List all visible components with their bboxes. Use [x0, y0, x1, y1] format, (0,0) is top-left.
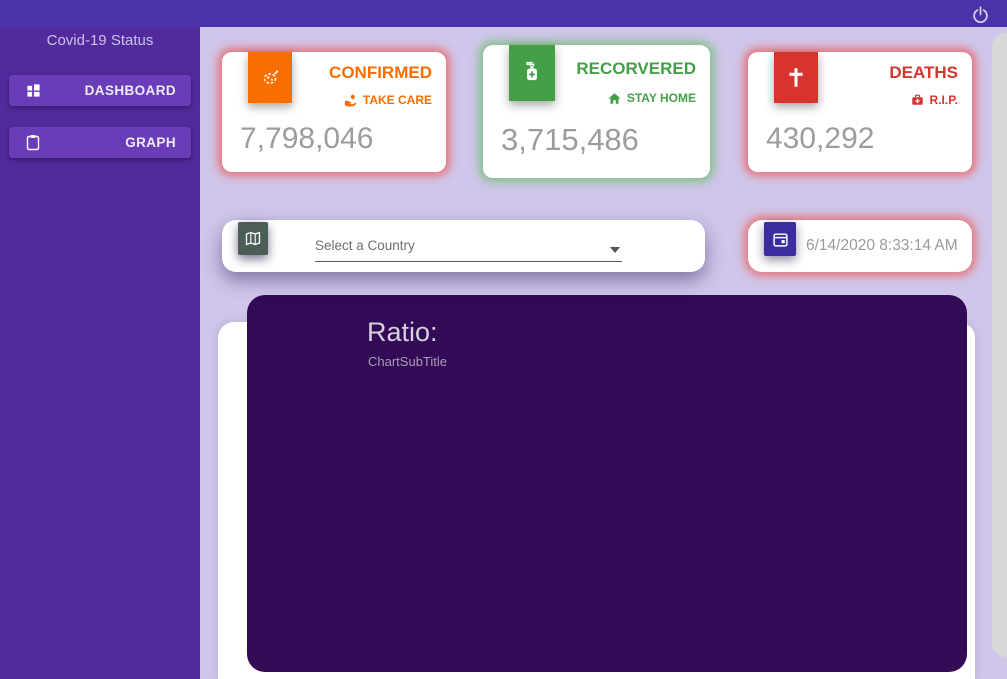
dashboard-grid-icon	[26, 83, 41, 98]
chart-area: Ratio: ChartSubTitle	[247, 295, 967, 672]
sidebar: Covid-19 Status DASHBOARD GRAPH	[0, 27, 200, 679]
chart-title: Ratio:	[367, 317, 438, 347]
right-cutoff-panel	[992, 33, 1007, 657]
cross-icon	[774, 52, 818, 103]
deaths-title: DEATHS	[889, 63, 958, 82]
recovered-card: RECORVERED STAY HOME 3,715,486	[483, 45, 710, 178]
recovered-title: RECORVERED	[576, 59, 696, 78]
confirmed-value: 7,798,046	[240, 122, 374, 155]
chart-subtitle: ChartSubTitle	[368, 354, 447, 369]
caret-down-icon	[610, 247, 620, 253]
sidebar-item-label: DASHBOARD	[84, 83, 176, 98]
virus-icon	[248, 52, 292, 103]
sidebar-item-dashboard[interactable]: DASHBOARD	[9, 75, 191, 106]
country-select-card: Select a Country	[222, 220, 705, 272]
calendar-icon	[764, 222, 796, 256]
recovered-tip: STAY HOME	[608, 91, 696, 105]
confirmed-card: CONFIRMED TAKE CARE 7,798,046	[222, 52, 446, 172]
power-icon[interactable]	[969, 3, 991, 25]
hand-heart-icon	[343, 94, 357, 107]
deaths-tip: R.I.P.	[911, 93, 958, 107]
app-title: Covid-19 Status	[46, 32, 154, 49]
confirmed-tip: TAKE CARE	[343, 93, 432, 107]
datetime-card: 6/14/2020 8:33:14 AM	[748, 220, 972, 272]
deaths-card: DEATHS R.I.P. 430,292	[748, 52, 972, 172]
sidebar-item-label: GRAPH	[125, 135, 176, 150]
home-icon	[608, 92, 621, 105]
confirmed-title: CONFIRMED	[329, 63, 432, 82]
country-select[interactable]: Select a Country	[315, 234, 622, 262]
clipboard-icon	[26, 134, 40, 151]
first-aid-bag-icon	[911, 94, 924, 106]
sanitizer-bottle-icon	[509, 45, 555, 101]
datetime-value: 6/14/2020 8:33:14 AM	[806, 237, 958, 254]
sidebar-item-graph[interactable]: GRAPH	[9, 127, 191, 158]
map-icon	[238, 222, 268, 255]
topbar	[0, 0, 1007, 27]
deaths-value: 430,292	[766, 122, 875, 155]
country-select-placeholder: Select a Country	[315, 238, 415, 253]
recovered-value: 3,715,486	[501, 122, 639, 157]
